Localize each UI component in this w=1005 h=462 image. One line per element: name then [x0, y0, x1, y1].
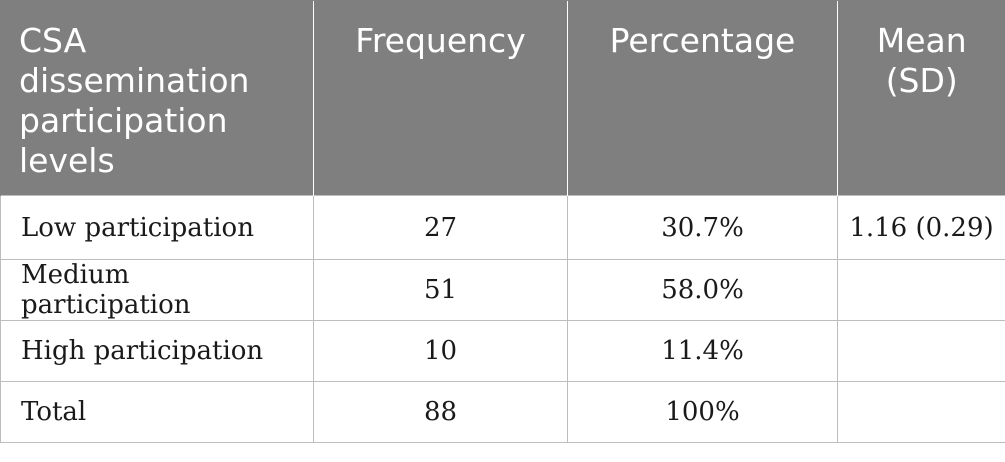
participation-table-container: CSA dissemination participation levels F… [0, 0, 1005, 443]
table-row: Medium participation 51 58.0% [0, 259, 1005, 321]
header-row: CSA dissemination participation levels F… [0, 0, 1005, 196]
table-row: Total 88 100% [0, 381, 1005, 443]
participation-levels-table: CSA dissemination participation levels F… [0, 0, 1005, 443]
cell-level: Low participation [0, 195, 314, 260]
cell-mean-sd [837, 381, 1005, 443]
cell-level: Total [0, 381, 314, 443]
cell-mean-sd [837, 259, 1005, 321]
header-percentage: Percentage [567, 0, 838, 196]
cell-percentage: 30.7% [567, 195, 838, 260]
header-mean-sd: Mean (SD) [837, 0, 1005, 196]
cell-frequency: 88 [313, 381, 568, 443]
table-header: CSA dissemination participation levels F… [0, 0, 1005, 196]
cell-percentage: 11.4% [567, 320, 838, 382]
header-level: CSA dissemination participation levels [0, 0, 314, 196]
cell-mean-sd: 1.16 (0.29) [837, 195, 1005, 260]
cell-level: Medium participation [0, 259, 314, 321]
table-row: Low participation 27 30.7% 1.16 (0.29) [0, 195, 1005, 260]
cell-mean-sd [837, 320, 1005, 382]
table-row: High participation 10 11.4% [0, 320, 1005, 382]
cell-frequency: 27 [313, 195, 568, 260]
cell-level: High participation [0, 320, 314, 382]
cell-frequency: 10 [313, 320, 568, 382]
cell-percentage: 58.0% [567, 259, 838, 321]
cell-frequency: 51 [313, 259, 568, 321]
table-body: Low participation 27 30.7% 1.16 (0.29) M… [0, 195, 1005, 443]
header-frequency: Frequency [313, 0, 568, 196]
cell-percentage: 100% [567, 381, 838, 443]
